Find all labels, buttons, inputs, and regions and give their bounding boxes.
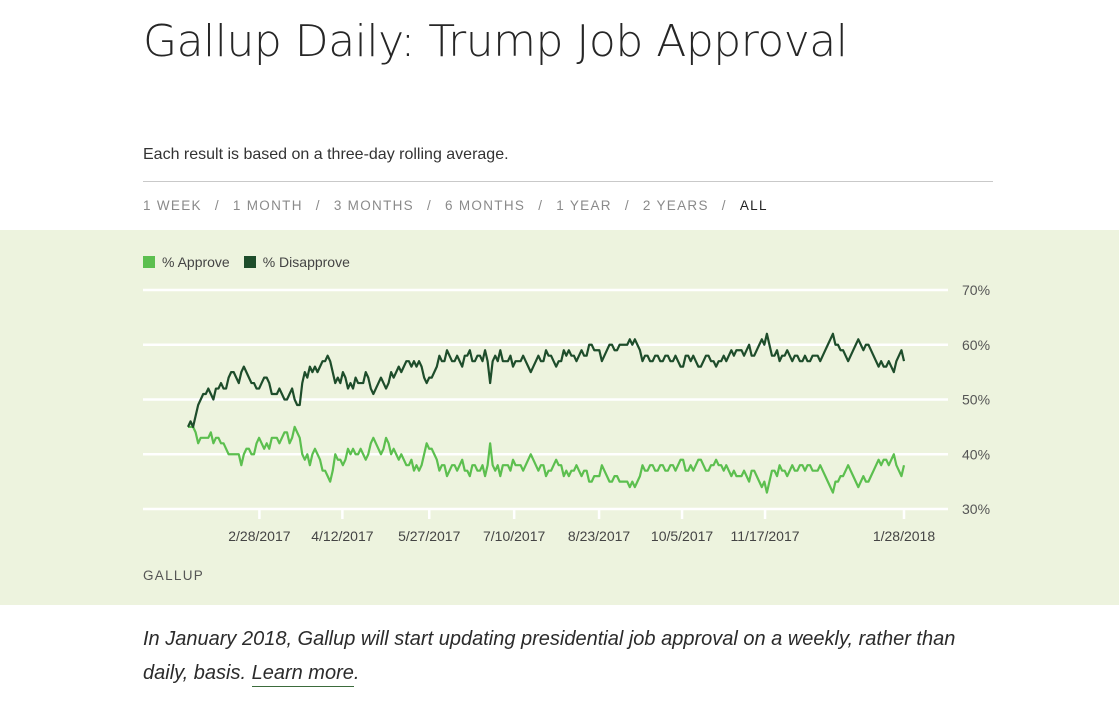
- chart-legend: % Approve % Disapprove: [143, 254, 364, 270]
- range-2-years[interactable]: 2 YEARS: [642, 198, 709, 213]
- x-tick-label: 10/5/2017: [651, 528, 713, 544]
- x-axis-ticks: 2/28/2017 4/12/2017 5/27/2017 7/10/2017 8/23…: [228, 509, 935, 544]
- page-title: Gallup Daily: Trump Job Approval: [143, 16, 848, 67]
- gridlines: [143, 288, 948, 511]
- y-tick-label: 40%: [962, 446, 990, 462]
- range-separator: /: [721, 198, 727, 213]
- series-line-disapprove[interactable]: [187, 332, 906, 428]
- legend-swatch-disapprove: [243, 256, 256, 268]
- footnote: In January 2018, Gallup will start updat…: [143, 622, 1003, 690]
- legend-item-approve[interactable]: % Approve: [143, 254, 230, 270]
- x-tick-label: 4/12/2017: [311, 528, 373, 544]
- x-tick-label: 5/27/2017: [398, 528, 460, 544]
- divider: [143, 181, 993, 182]
- range-selector: 1 WEEK / 1 MONTH / 3 MONTHS / 6 MONTHS /…: [143, 198, 768, 213]
- range-separator: /: [624, 198, 630, 213]
- learn-more-link[interactable]: Learn more: [251, 662, 354, 687]
- approval-line-chart[interactable]: 30% 40% 50% 60% 70% 2/28/2017 4/12/2017 5/27/2…: [0, 230, 1119, 560]
- series-line-approve[interactable]: [188, 425, 906, 494]
- chart-source: GALLUP: [143, 568, 205, 583]
- legend-label-approve: % Approve: [162, 254, 230, 270]
- range-separator: /: [538, 198, 544, 213]
- chart-subtitle: Each result is based on a three-day roll…: [143, 146, 509, 163]
- y-tick-label: 60%: [962, 337, 990, 353]
- x-tick-label: 7/10/2017: [483, 528, 545, 544]
- range-1-year[interactable]: 1 YEAR: [556, 198, 612, 213]
- chart-panel: % Approve % Disapprove 30% 40% 50% 60% 70% 2…: [0, 230, 1119, 605]
- y-axis-ticks: 30% 40% 50% 60% 70%: [962, 282, 990, 517]
- range-separator: /: [315, 198, 321, 213]
- range-1-month[interactable]: 1 MONTH: [232, 198, 303, 213]
- legend-label-disapprove: % Disapprove: [262, 254, 350, 270]
- y-tick-label: 50%: [962, 392, 990, 408]
- x-tick-label: 2/28/2017: [228, 528, 290, 544]
- range-6-months[interactable]: 6 MONTHS: [445, 198, 526, 213]
- range-1-week[interactable]: 1 WEEK: [143, 198, 202, 213]
- legend-item-disapprove[interactable]: % Disapprove: [243, 254, 350, 270]
- range-separator: /: [426, 198, 433, 213]
- footnote-end: .: [353, 662, 360, 684]
- x-tick-label: 11/17/2017: [731, 528, 800, 544]
- footnote-text: In January 2018, Gallup will start updat…: [143, 628, 956, 684]
- x-tick-label: 8/23/2017: [568, 528, 630, 544]
- x-tick-label: 1/28/2018: [873, 528, 935, 544]
- y-tick-label: 70%: [962, 282, 990, 298]
- legend-swatch-approve: [143, 256, 155, 268]
- range-3-months[interactable]: 3 MONTHS: [333, 198, 414, 213]
- range-all[interactable]: ALL: [739, 198, 768, 213]
- range-separator: /: [214, 198, 220, 213]
- y-tick-label: 30%: [962, 501, 990, 517]
